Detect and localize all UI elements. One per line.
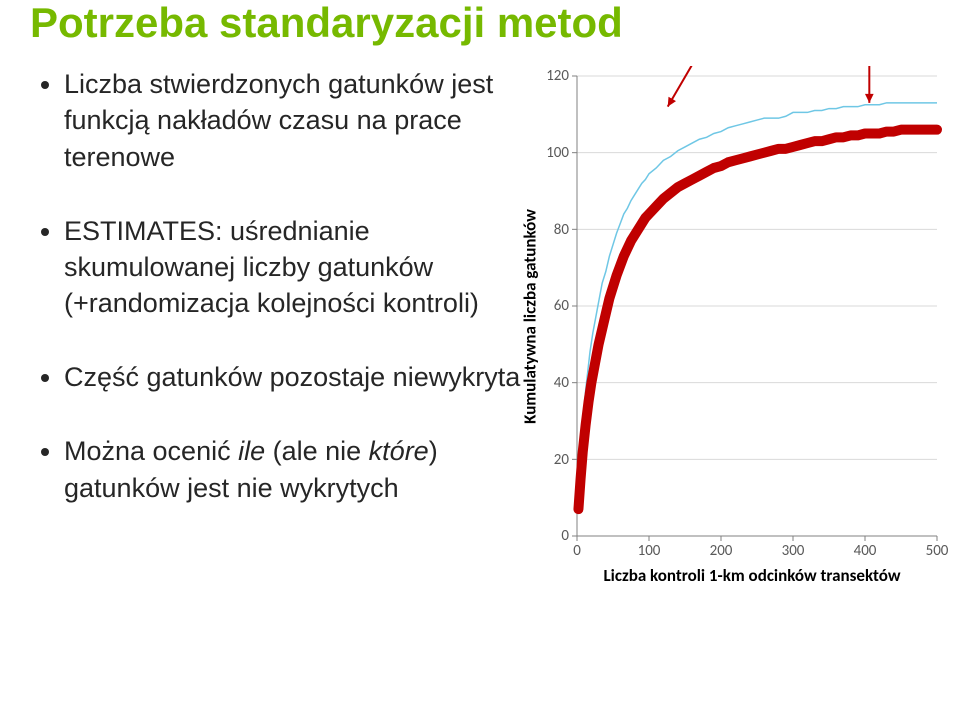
bullet-list: Liczba stwierdzonych gatunków jest funkc… <box>30 66 522 544</box>
x-tick-label: 200 <box>706 542 736 560</box>
bullet-item: ESTIMATES: uśrednianie skumulowanej licz… <box>64 213 522 322</box>
x-tick-label: 500 <box>922 542 952 560</box>
slide-title: Potrzeba standaryzacji metod <box>30 0 940 46</box>
y-tick-label: 60 <box>539 297 569 315</box>
text-segment: (ale nie <box>265 436 369 466</box>
slide: Potrzeba standaryzacji metod Liczba stwi… <box>0 0 960 721</box>
text-segment: Można ocenić <box>64 436 238 466</box>
chart-svg <box>522 66 952 566</box>
bullet-item: Liczba stwierdzonych gatunków jest funkc… <box>64 66 522 175</box>
text-segment-italic: ile <box>238 436 265 466</box>
y-tick-label: 100 <box>539 144 569 162</box>
bullet-item: Część gatunków pozostaje niewykryta <box>64 359 522 395</box>
y-tick-label: 80 <box>539 221 569 239</box>
x-tick-label: 100 <box>634 542 664 560</box>
y-tick-label: 20 <box>539 451 569 469</box>
bullet-item: Można ocenić ile (ale nie które) gatunkó… <box>64 433 522 505</box>
y-tick-label: 120 <box>539 67 569 85</box>
y-tick-label: 40 <box>539 374 569 392</box>
x-tick-label: 300 <box>778 542 808 560</box>
x-axis-label: Liczba kontroli 1-km odcinków transektów <box>562 566 942 586</box>
chart: Kumulatywna liczba gatunków Liczba kontr… <box>522 66 940 544</box>
content-row: Liczba stwierdzonych gatunków jest funkc… <box>30 66 940 544</box>
x-tick-label: 400 <box>850 542 880 560</box>
y-tick-label: 0 <box>539 527 569 545</box>
text-segment-italic: które <box>369 436 429 466</box>
